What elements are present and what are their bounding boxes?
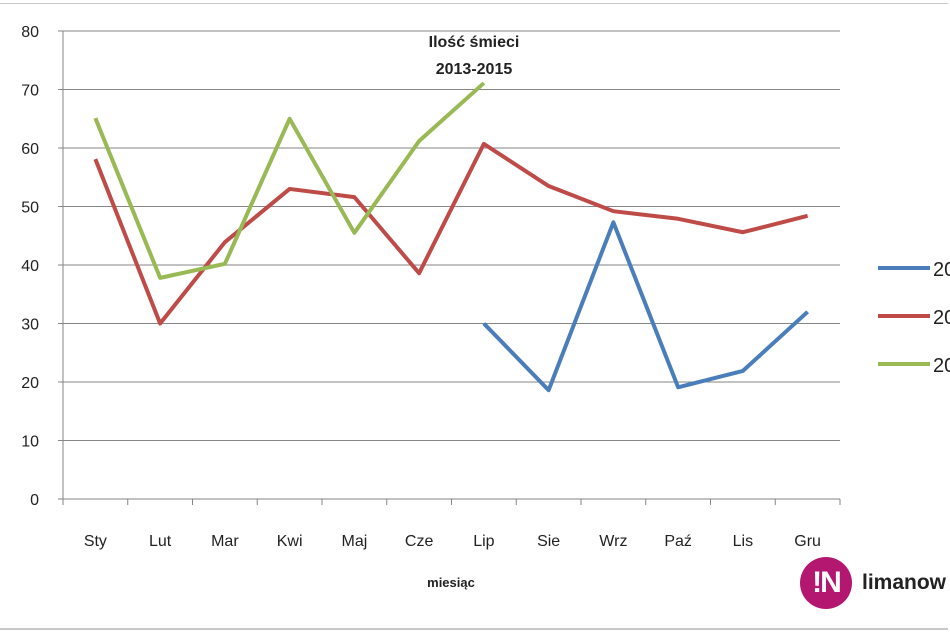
logo-mark: !N — [800, 557, 852, 609]
y-tick-label: 80 — [21, 24, 39, 41]
legend-label-2014: 2014 — [933, 307, 950, 329]
series-line-2014 — [93, 141, 809, 326]
x-tick-label: Paź — [664, 533, 692, 550]
x-tick-label: Lut — [149, 533, 172, 550]
legend-label-2013: 2013 — [933, 259, 950, 281]
x-tick-label: Gru — [794, 533, 821, 550]
y-tick-label: 60 — [21, 141, 39, 158]
chart-frame — [0, 3, 948, 630]
x-tick-label: Cze — [405, 533, 434, 550]
y-tick-label: 50 — [21, 200, 39, 217]
x-tick-label: Wrz — [599, 533, 627, 550]
y-tick-label: 10 — [21, 434, 39, 451]
x-tick-label: Kwi — [277, 533, 303, 550]
logo-text: limanow — [862, 571, 947, 594]
logo: !N limanow — [800, 557, 946, 609]
chart-title: 2013-2015 — [436, 61, 513, 78]
x-axis-label: miesiąc — [427, 575, 475, 590]
y-tick-label: 40 — [21, 258, 39, 275]
y-tick-label: 0 — [30, 492, 39, 509]
chart-title: Ilość śmieci — [429, 34, 520, 51]
x-tick-label: Sie — [537, 533, 560, 550]
legend-label-2015: 2015 — [933, 355, 950, 377]
series-line-2015 — [93, 81, 486, 280]
x-tick-label: Lis — [733, 533, 753, 550]
x-tick-label: Sty — [84, 533, 107, 550]
x-tick-label: Maj — [341, 533, 367, 550]
x-tick-label: Mar — [211, 533, 239, 550]
x-tick-label: Lip — [473, 533, 494, 550]
y-tick-label: 30 — [21, 317, 39, 334]
y-tick-label: 20 — [21, 375, 39, 392]
y-tick-label: 70 — [21, 83, 39, 100]
series-line-2013 — [482, 220, 809, 393]
